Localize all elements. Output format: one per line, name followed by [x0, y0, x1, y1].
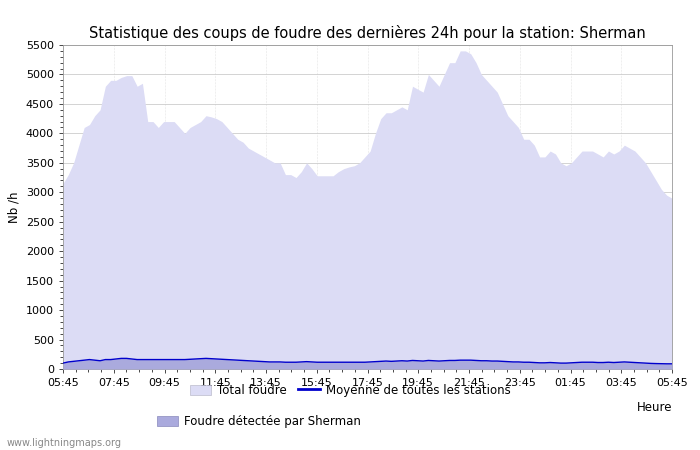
Title: Statistique des coups de foudre des dernières 24h pour la station: Sherman: Statistique des coups de foudre des dern…	[89, 25, 646, 41]
Y-axis label: Nb /h: Nb /h	[7, 191, 20, 223]
Text: Heure: Heure	[636, 401, 672, 414]
Legend: Total foudre, Moyenne de toutes les stations: Total foudre, Moyenne de toutes les stat…	[188, 382, 512, 399]
Legend: Foudre détectée par Sherman: Foudre détectée par Sherman	[155, 413, 363, 431]
Text: www.lightningmaps.org: www.lightningmaps.org	[7, 438, 122, 448]
